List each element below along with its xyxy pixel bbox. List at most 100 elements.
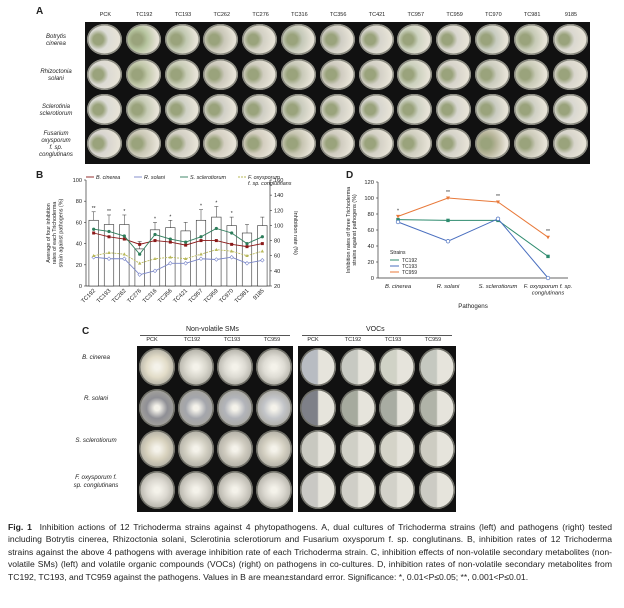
significance-mark: * [231, 211, 233, 217]
y-axis-label-left: Average of four inhibitionrates of each … [46, 198, 64, 267]
petri-dish [139, 471, 175, 509]
series-marker [138, 242, 142, 246]
petri-dish [125, 128, 161, 160]
y-tick-label-left: 0 [79, 284, 82, 290]
series-marker [199, 235, 203, 239]
series-marker [122, 237, 126, 241]
panel-c-row-label: S. sclerotiorum [60, 437, 132, 445]
series-marker [546, 254, 550, 259]
panel-a-row-label-line: Sclerotinia [41, 103, 70, 110]
petri-dish [87, 24, 122, 55]
panel-a-row-label-line: Rhizoctonia [40, 68, 72, 75]
petri-dish [418, 430, 455, 468]
petri-dish [281, 24, 316, 55]
x-tick-label: F. oxysporum f. sp. conglutinans [524, 284, 573, 297]
significance-mark: ** [107, 209, 111, 215]
panel-a-column-header: TC421 [368, 12, 386, 18]
series-marker [184, 240, 188, 244]
y-tick-label-right: 40 [274, 269, 280, 275]
petri-dish [319, 93, 355, 125]
petri-dish [281, 58, 316, 90]
panel-c-column-header-left: TC959 [263, 337, 281, 343]
y-axis-label-line: strains against pathogens (%) [352, 194, 358, 266]
petri-dish [339, 430, 376, 468]
series-marker [446, 196, 450, 200]
panel-a-column-headers: PCK TC192 TC193 TC262 TC276 TC316 TC356 TC421 TC… [0, 12, 624, 22]
petri-dish [397, 58, 433, 90]
panel-a-row-label-line: oxysporum [41, 138, 71, 145]
petri-dish [397, 24, 433, 55]
panel-c-row-label-line: B. cinerea [82, 353, 110, 361]
panel-a-column-header: PCK [99, 12, 112, 18]
legend-title: Strains [390, 250, 406, 256]
panel-c-column-header-left: TC193 [223, 337, 241, 343]
panel-a-row-label-line: f. sp. [49, 145, 63, 152]
petri-dish [139, 389, 175, 427]
x-tick-label: TC316 [142, 288, 159, 305]
petri-dish [87, 128, 122, 160]
petri-dish [358, 58, 394, 90]
series-line [397, 219, 549, 257]
y-axis-label: Inhibition rates of three Trichodermastr… [346, 187, 358, 273]
petri-dish [178, 430, 214, 468]
series-marker [260, 235, 264, 239]
y-axis-label-line: Inhibition rates of three Trichoderma [346, 187, 352, 273]
petri-dish [436, 24, 472, 55]
petri-dish [339, 348, 376, 386]
x-tick-label-line: R. solani [437, 284, 460, 290]
panel-a-row-label-line: cinerea [46, 41, 66, 48]
y-tick-label: 20 [368, 260, 374, 266]
series-marker [245, 245, 249, 249]
legend-label: B. cinerea [96, 175, 120, 181]
series-line [397, 218, 549, 279]
x-tick-label: TC957 [188, 288, 205, 305]
y-tick-label-right: 120 [274, 208, 283, 214]
petri-dish [552, 24, 588, 55]
y-tick-label: 120 [364, 180, 374, 186]
panel-c-row-label: R. solani [60, 395, 132, 403]
panel-c-column-header-right: TC959 [424, 337, 442, 343]
petri-dish [164, 24, 200, 55]
panel-a-column-header: TC192 [135, 12, 153, 18]
x-tick-label: TC981 [234, 288, 251, 305]
series-line [93, 227, 263, 255]
petri-dish [217, 389, 253, 427]
petri-dish [178, 348, 214, 386]
series-marker [546, 235, 550, 240]
panel-d-letter: D [346, 170, 354, 181]
petri-dish [475, 24, 510, 55]
series-marker [92, 227, 96, 231]
series-marker [153, 232, 157, 237]
significance-mark: ** [446, 190, 450, 196]
petri-dish [164, 58, 200, 90]
panel-c-photo-nonvolatile [137, 346, 293, 512]
series-marker [168, 255, 173, 259]
panel-a-column-header: TC970 [485, 12, 502, 18]
petri-dish [300, 471, 336, 509]
panel-c-row-label-line: sp. conglutinans [73, 482, 119, 489]
series-marker [396, 214, 400, 219]
panel-a-row-label: Botrytis cinerea [28, 34, 84, 48]
series-marker [260, 249, 265, 253]
panel-a-column-header: TC957 [407, 12, 425, 18]
significance-mark: * [123, 209, 125, 215]
legend-label: F. oxysporum f. sp. conglutinans [248, 175, 292, 187]
y-axis-label-left-line: Average of four inhibition [46, 203, 52, 263]
y-tick-label-right: 80 [274, 239, 280, 245]
panel-a-row-label-line: Botrytis [45, 34, 66, 41]
petri-dish [397, 128, 433, 160]
panel-a-column-header: TC356 [329, 12, 347, 18]
y-axis-label-right: Inhibition rate (%) [292, 211, 298, 255]
x-tick-label: TC356 [157, 288, 174, 305]
panel-c-row-label-line: S. sclerotiorum [75, 436, 117, 444]
series-line [93, 256, 263, 276]
panel-a-row-label-line: conglutinans [39, 152, 73, 159]
x-tick-label-line: F. oxysporum f. sp. [524, 284, 573, 290]
panel-a-row-label-line: solani [48, 75, 64, 82]
petri-dish [418, 389, 455, 427]
significance-mark: * [154, 216, 156, 222]
legend-label-line: S. sclerotiorum [190, 175, 226, 181]
petri-dish [475, 58, 510, 90]
petri-dish [217, 348, 253, 386]
panel-c-row-label-line: F. oxysporum f. [75, 474, 117, 481]
